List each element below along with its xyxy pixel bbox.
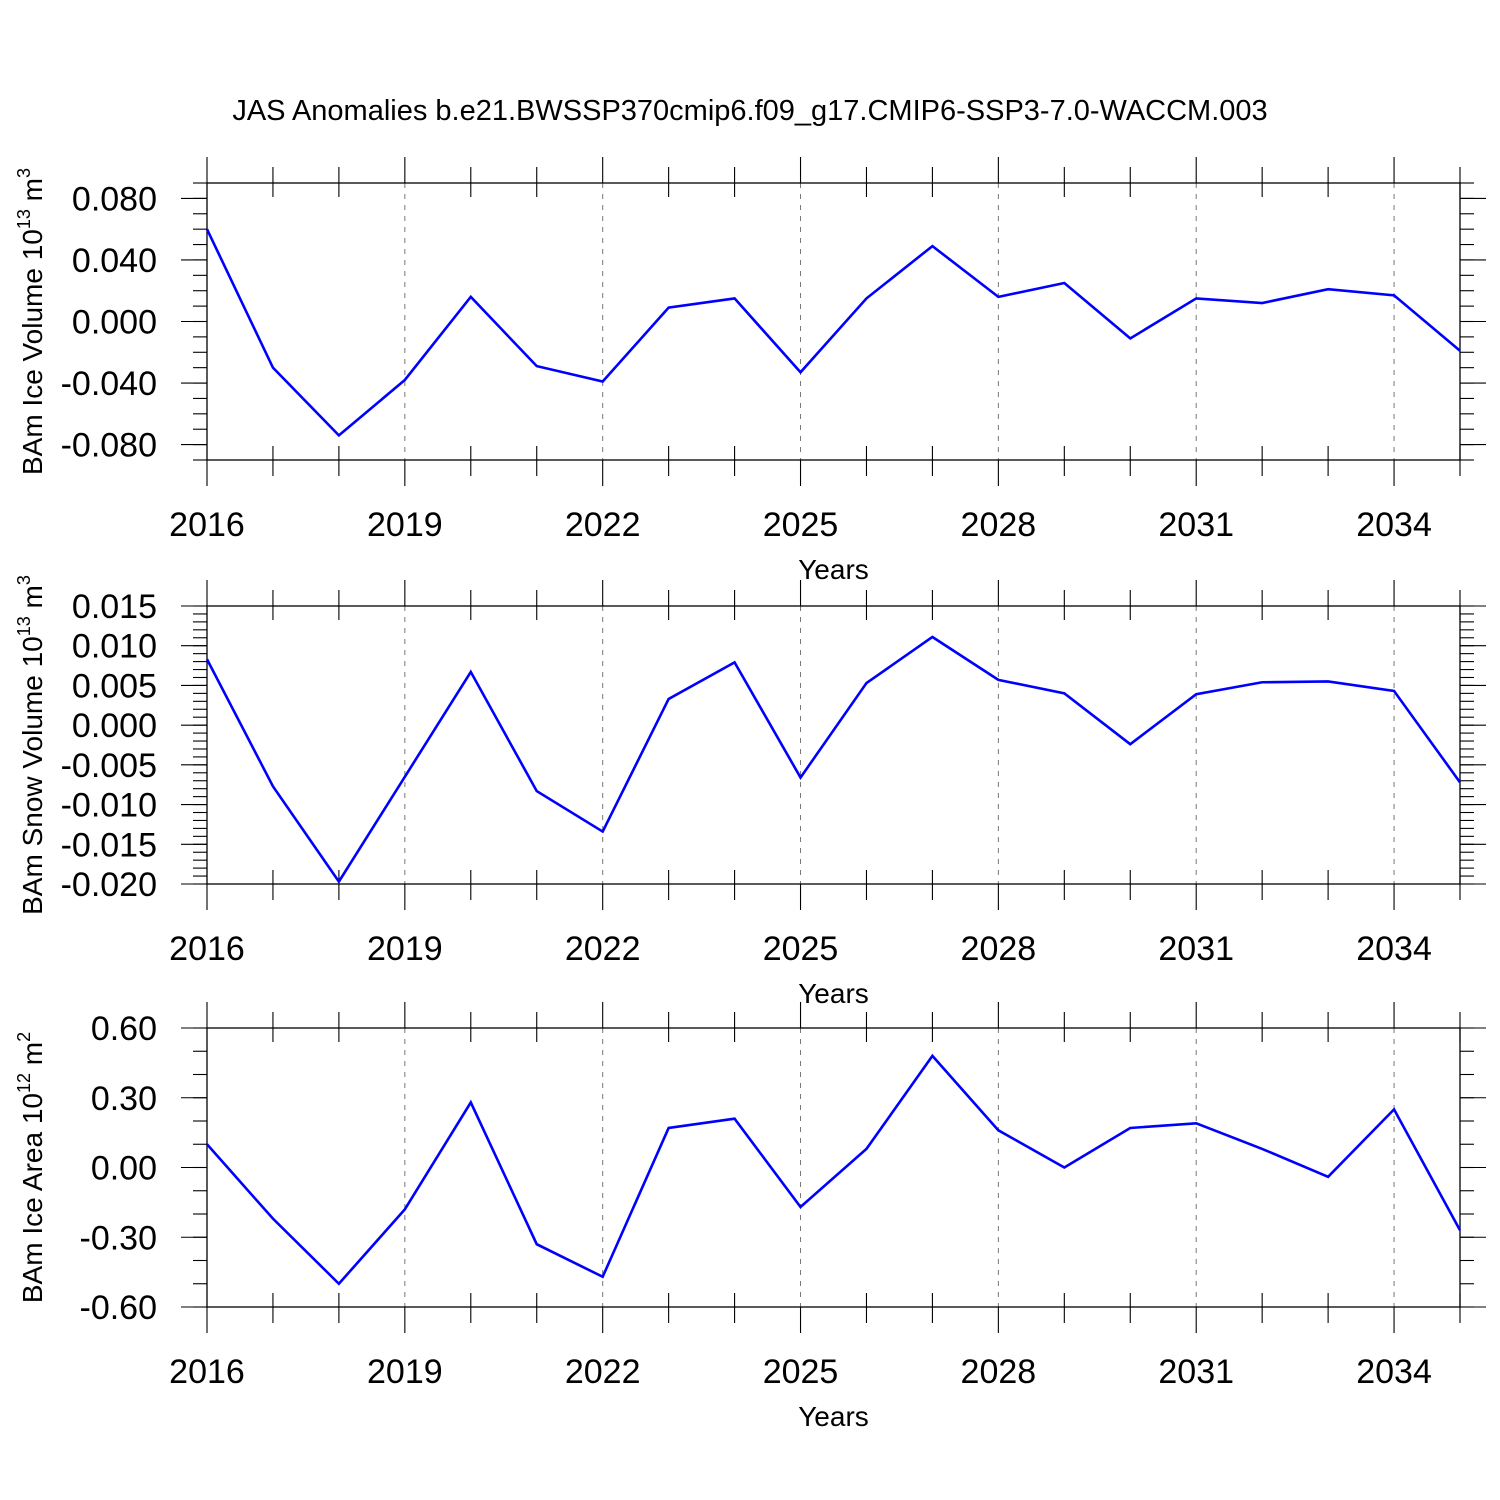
x-tick-label: 2019 bbox=[367, 1353, 443, 1391]
y-axis-label-main: BAm Snow Volume 10 bbox=[17, 636, 48, 915]
x-axis-label: Years bbox=[798, 554, 869, 585]
x-tick-label: 2016 bbox=[169, 930, 245, 968]
y-tick-label: 0.010 bbox=[72, 628, 157, 666]
panels: 2016 2019 2022 2025 2028 2031 2034 -0.080 -0.040… bbox=[14, 157, 1486, 1432]
x-tick-label: 2034 bbox=[1356, 1353, 1432, 1391]
x-tick-label: 2034 bbox=[1356, 506, 1432, 544]
x-tick-label: 2025 bbox=[763, 506, 839, 544]
x-tick-label: 2031 bbox=[1158, 1353, 1234, 1391]
y-tick-label: 0.015 bbox=[72, 588, 157, 626]
plot-frame bbox=[206, 182, 1461, 461]
y-axis-label-unit-exponent: 3 bbox=[14, 575, 34, 585]
y-tick-label: 0.30 bbox=[91, 1080, 157, 1118]
y-tick-label: -0.040 bbox=[61, 365, 157, 403]
y-tick-label: 0.005 bbox=[72, 667, 157, 705]
y-tick-label: -0.005 bbox=[61, 747, 157, 785]
y-axis-label-unit: m bbox=[17, 1042, 48, 1073]
y-axis-label-exponent: 12 bbox=[14, 1073, 34, 1093]
chart-panel-3: 2016 2019 2022 2025 2028 2031 2034 -0.60 -0.30 0.… bbox=[14, 1002, 1486, 1432]
chart-panel-1: 2016 2019 2022 2025 2028 2031 2034 -0.080 -0.040… bbox=[14, 157, 1486, 585]
x-tick-label: 2028 bbox=[961, 506, 1037, 544]
y-tick-label: 0.00 bbox=[91, 1150, 157, 1188]
y-tick-label: 0.000 bbox=[72, 707, 157, 745]
x-tick-label: 2025 bbox=[763, 930, 839, 968]
x-tick-label: 2022 bbox=[565, 506, 641, 544]
plot-frame bbox=[206, 1027, 1461, 1308]
x-tick-label: 2031 bbox=[1158, 930, 1234, 968]
x-axis-label: Years bbox=[798, 1401, 869, 1432]
y-tick-label: 0.080 bbox=[72, 180, 157, 218]
y-tick-label: -0.080 bbox=[61, 427, 157, 465]
y-axis-label-unit: m bbox=[17, 585, 48, 616]
x-tick-label: 2016 bbox=[169, 506, 245, 544]
y-tick-label: -0.30 bbox=[80, 1219, 158, 1257]
x-tick-label: 2034 bbox=[1356, 930, 1432, 968]
y-tick-label: -0.010 bbox=[61, 787, 157, 825]
y-axis-label: BAm Ice Area 1012 m2 bbox=[14, 1032, 48, 1303]
x-tick-label: 2016 bbox=[169, 1353, 245, 1391]
y-axis-label-exponent: 13 bbox=[14, 616, 34, 636]
x-tick-label: 2022 bbox=[565, 1353, 641, 1391]
y-axis-label-unit-exponent: 3 bbox=[14, 168, 34, 178]
x-tick-label: 2028 bbox=[961, 930, 1037, 968]
y-axis-label-main: BAm Ice Area 10 bbox=[17, 1093, 48, 1303]
y-tick-label: 0.000 bbox=[72, 304, 157, 342]
x-tick-label: 2031 bbox=[1158, 506, 1234, 544]
y-tick-label: -0.020 bbox=[61, 866, 157, 904]
y-axis-label-unit: m bbox=[17, 178, 48, 209]
series-line bbox=[206, 1053, 1462, 1286]
series-line bbox=[205, 228, 1461, 438]
x-tick-label: 2022 bbox=[565, 930, 641, 968]
y-tick-label: -0.60 bbox=[80, 1289, 158, 1327]
y-tick-label: 0.60 bbox=[91, 1010, 157, 1048]
y-axis-label-exponent: 13 bbox=[14, 209, 34, 229]
x-tick-label: 2019 bbox=[367, 930, 443, 968]
x-tick-label: 2025 bbox=[763, 1353, 839, 1391]
x-axis-label: Years bbox=[798, 978, 869, 1009]
figure-title: JAS Anomalies b.e21.BWSSP370cmip6.f09_g1… bbox=[232, 95, 1267, 127]
y-axis-label: BAm Ice Volume 1013 m3 bbox=[14, 168, 48, 475]
series-line bbox=[205, 635, 1462, 884]
plot-frame bbox=[206, 605, 1461, 885]
y-axis-label-unit-exponent: 2 bbox=[14, 1032, 34, 1042]
x-tick-label: 2019 bbox=[367, 506, 443, 544]
y-tick-label: 0.040 bbox=[72, 242, 157, 280]
y-tick-label: -0.015 bbox=[61, 826, 157, 864]
x-tick-label: 2028 bbox=[961, 1353, 1037, 1391]
y-axis-label-main: BAm Ice Volume 10 bbox=[17, 229, 48, 475]
chart-panel-2: 2016 2019 2022 2025 2028 2031 2034 -0.020-0.015… bbox=[14, 575, 1486, 1009]
y-axis-label: BAm Snow Volume 1013 m3 bbox=[14, 575, 48, 915]
